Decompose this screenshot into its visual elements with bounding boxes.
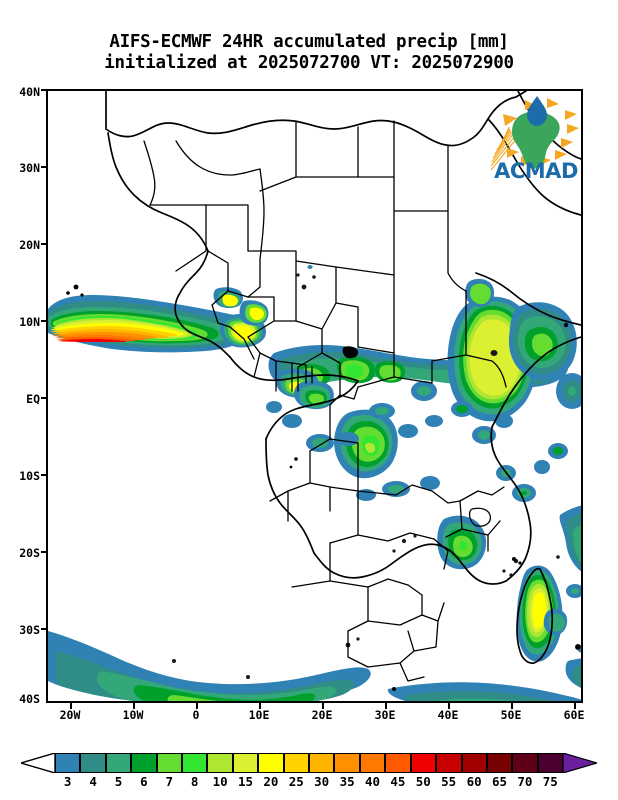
colorbar-tick-label: 40 — [364, 774, 381, 789]
colorbar-over-arrow — [563, 753, 597, 773]
y-tick-label-40N: 40N — [19, 85, 40, 99]
precip-east-africa — [496, 302, 577, 502]
colorbar-tick-label: 7 — [165, 774, 174, 789]
colorbar-tick-label: 65 — [491, 774, 508, 789]
colorbar-cell — [156, 753, 183, 773]
colorbar-tick-label: 50 — [415, 774, 431, 789]
y-tick-mark — [41, 89, 47, 91]
precip-west-africa-max — [48, 287, 269, 353]
colorbar-tick-label: 55 — [441, 774, 457, 789]
x-tick-label-60E: 60E — [563, 708, 585, 722]
colorbar-tick-label: 45 — [390, 774, 406, 789]
colorbar-cell — [334, 753, 360, 773]
title-line-2: initialized at 2025072700 VT: 2025072900 — [104, 53, 514, 73]
colorbar-tick-label: 15 — [237, 774, 254, 789]
page-title: AIFS-ECMWF 24HR accumulated precip [mm] … — [0, 32, 618, 74]
colorbar-cell — [385, 753, 411, 773]
coastline-layer — [66, 91, 581, 691]
y-tick-mark — [41, 628, 47, 630]
x-tick-label-50E: 50E — [500, 708, 522, 722]
y-tick-label-30S: 30S — [19, 623, 40, 637]
y-tick-mark — [41, 474, 47, 476]
x-tick-label-30E: 30E — [374, 708, 396, 722]
colorbar-cell — [207, 753, 233, 773]
colorbar-tick-label: 70 — [517, 774, 533, 789]
colorbar-tick-label: 3 — [63, 774, 72, 789]
x-tick-mark — [133, 703, 135, 709]
y-tick-label-20S: 20S — [19, 546, 40, 560]
y-tick-mark — [41, 320, 47, 322]
colorbar-legend: 3 4 5 6 7 8 10 15 20 25 30 35 40 45 50 55 60 65 70 75 — [0, 748, 618, 794]
x-tick-mark — [385, 703, 387, 709]
x-tick-mark — [70, 703, 72, 709]
colorbar-cell — [182, 753, 208, 773]
colorbar-tick-label: 5 — [114, 774, 123, 789]
x-tick-label-20W: 20W — [59, 708, 81, 722]
y-tick-label-20N: 20N — [19, 238, 40, 252]
y-tick-mark — [41, 397, 47, 399]
precip-sw-indian-ocean-band — [556, 373, 581, 598]
colorbar-cell — [232, 753, 259, 773]
colorbar-tick-label: 6 — [140, 774, 148, 789]
colorbar-cell — [105, 753, 132, 773]
x-tick-mark — [196, 703, 198, 709]
y-tick-label-30N: 30N — [19, 161, 40, 175]
y-tick-mark — [41, 166, 47, 168]
y-tick-label-10N: 10N — [19, 315, 40, 329]
y-tick-label-40S: 40S — [19, 692, 40, 706]
colorbar-cell — [131, 753, 157, 773]
colorbar-under-arrow — [21, 753, 55, 773]
colorbar-cell — [359, 753, 386, 773]
x-tick-label-10W: 10W — [122, 708, 144, 722]
map-plot-area — [46, 89, 583, 703]
map-canvas — [48, 91, 581, 701]
precip-mozambique-coast — [437, 515, 487, 570]
colorbar-tick-label: 20 — [263, 774, 279, 789]
colorbar-tick-label: 30 — [314, 774, 330, 789]
colorbar-cell — [309, 753, 335, 773]
precip-southern-frontal-band — [48, 631, 581, 701]
x-tick-mark — [322, 703, 324, 709]
colorbar-cell — [461, 753, 487, 773]
colorbar-cell — [258, 753, 284, 773]
colorbar-swatches — [55, 753, 564, 773]
colorbar-cell — [55, 753, 81, 773]
colorbar-cell — [283, 753, 310, 773]
colorbar-tick-label: 10 — [212, 774, 228, 789]
x-tick-mark — [448, 703, 450, 709]
x-tick-label-0: 0 — [192, 708, 200, 722]
colorbar-tick-labels: 3 4 5 6 7 8 10 15 20 25 30 35 40 45 50 55 60 65 70 75 — [55, 774, 563, 792]
x-tick-mark — [574, 703, 576, 709]
y-tick-label-10S: 10S — [19, 469, 40, 483]
y-tick-mark — [41, 243, 47, 245]
x-tick-label-20E: 20E — [311, 708, 333, 722]
colorbar-tick-label: 8 — [190, 774, 199, 789]
x-tick-label-40E: 40E — [437, 708, 459, 722]
x-tick-mark — [259, 703, 261, 709]
precip-field-layer — [48, 265, 581, 701]
title-line-1: AIFS-ECMWF 24HR accumulated precip [mm] — [109, 32, 509, 52]
colorbar-cell — [80, 753, 106, 773]
x-tick-mark — [511, 703, 513, 709]
y-tick-label-EQ: EQ — [26, 392, 40, 406]
colorbar-tick-label: 25 — [288, 774, 304, 789]
x-tick-label-10E: 10E — [248, 708, 270, 722]
colorbar-cell — [436, 753, 462, 773]
colorbar-tick-label: 35 — [339, 774, 355, 789]
colorbar-cell — [537, 753, 564, 773]
colorbar-cell — [486, 753, 513, 773]
y-tick-mark — [41, 551, 47, 553]
colorbar-tick-label: 60 — [466, 774, 482, 789]
colorbar-cell — [410, 753, 437, 773]
precip-congo-basin — [266, 381, 513, 501]
colorbar-tick-label: 75 — [542, 774, 558, 789]
colorbar-cell — [512, 753, 538, 773]
colorbar-tick-label: 4 — [89, 774, 97, 789]
